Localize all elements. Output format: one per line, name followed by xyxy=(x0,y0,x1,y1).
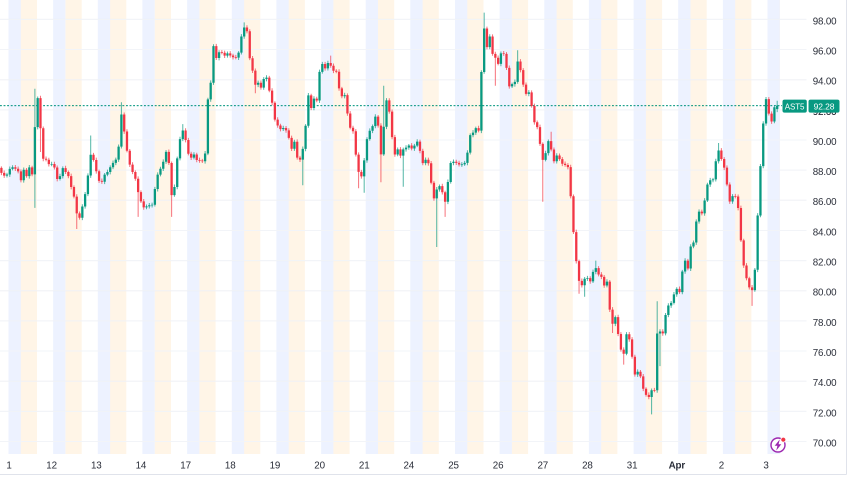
svg-text:13: 13 xyxy=(91,460,102,471)
svg-text:17: 17 xyxy=(180,460,191,471)
svg-text:14: 14 xyxy=(136,460,147,471)
svg-text:31: 31 xyxy=(627,460,638,471)
svg-text:28: 28 xyxy=(582,460,593,471)
svg-text:80.00: 80.00 xyxy=(813,288,837,299)
svg-text:3: 3 xyxy=(763,460,769,471)
svg-text:86.00: 86.00 xyxy=(813,197,837,208)
svg-text:96.00: 96.00 xyxy=(813,46,837,57)
svg-text:Apr: Apr xyxy=(669,460,686,471)
svg-text:1: 1 xyxy=(6,460,11,471)
svg-text:72.00: 72.00 xyxy=(813,408,837,419)
svg-text:84.00: 84.00 xyxy=(813,227,837,238)
svg-text:24: 24 xyxy=(403,460,414,471)
svg-text:92.28: 92.28 xyxy=(814,102,835,112)
svg-text:74.00: 74.00 xyxy=(813,378,837,389)
svg-text:12: 12 xyxy=(46,460,57,471)
svg-text:21: 21 xyxy=(359,460,370,471)
svg-text:94.00: 94.00 xyxy=(813,77,837,88)
svg-text:98.00: 98.00 xyxy=(813,16,837,27)
svg-text:82.00: 82.00 xyxy=(813,258,837,269)
svg-text:70.00: 70.00 xyxy=(813,438,837,449)
svg-text:78.00: 78.00 xyxy=(813,318,837,329)
svg-text:18: 18 xyxy=(225,460,236,471)
svg-text:76.00: 76.00 xyxy=(813,348,837,359)
svg-text:25: 25 xyxy=(448,460,459,471)
svg-text:27: 27 xyxy=(537,460,548,471)
svg-text:88.00: 88.00 xyxy=(813,167,837,178)
svg-text:26: 26 xyxy=(493,460,504,471)
svg-text:20: 20 xyxy=(314,460,325,471)
svg-text:19: 19 xyxy=(270,460,281,471)
svg-text:90.00: 90.00 xyxy=(813,137,837,148)
svg-text:2: 2 xyxy=(719,460,724,471)
svg-text:AST5: AST5 xyxy=(785,102,805,111)
